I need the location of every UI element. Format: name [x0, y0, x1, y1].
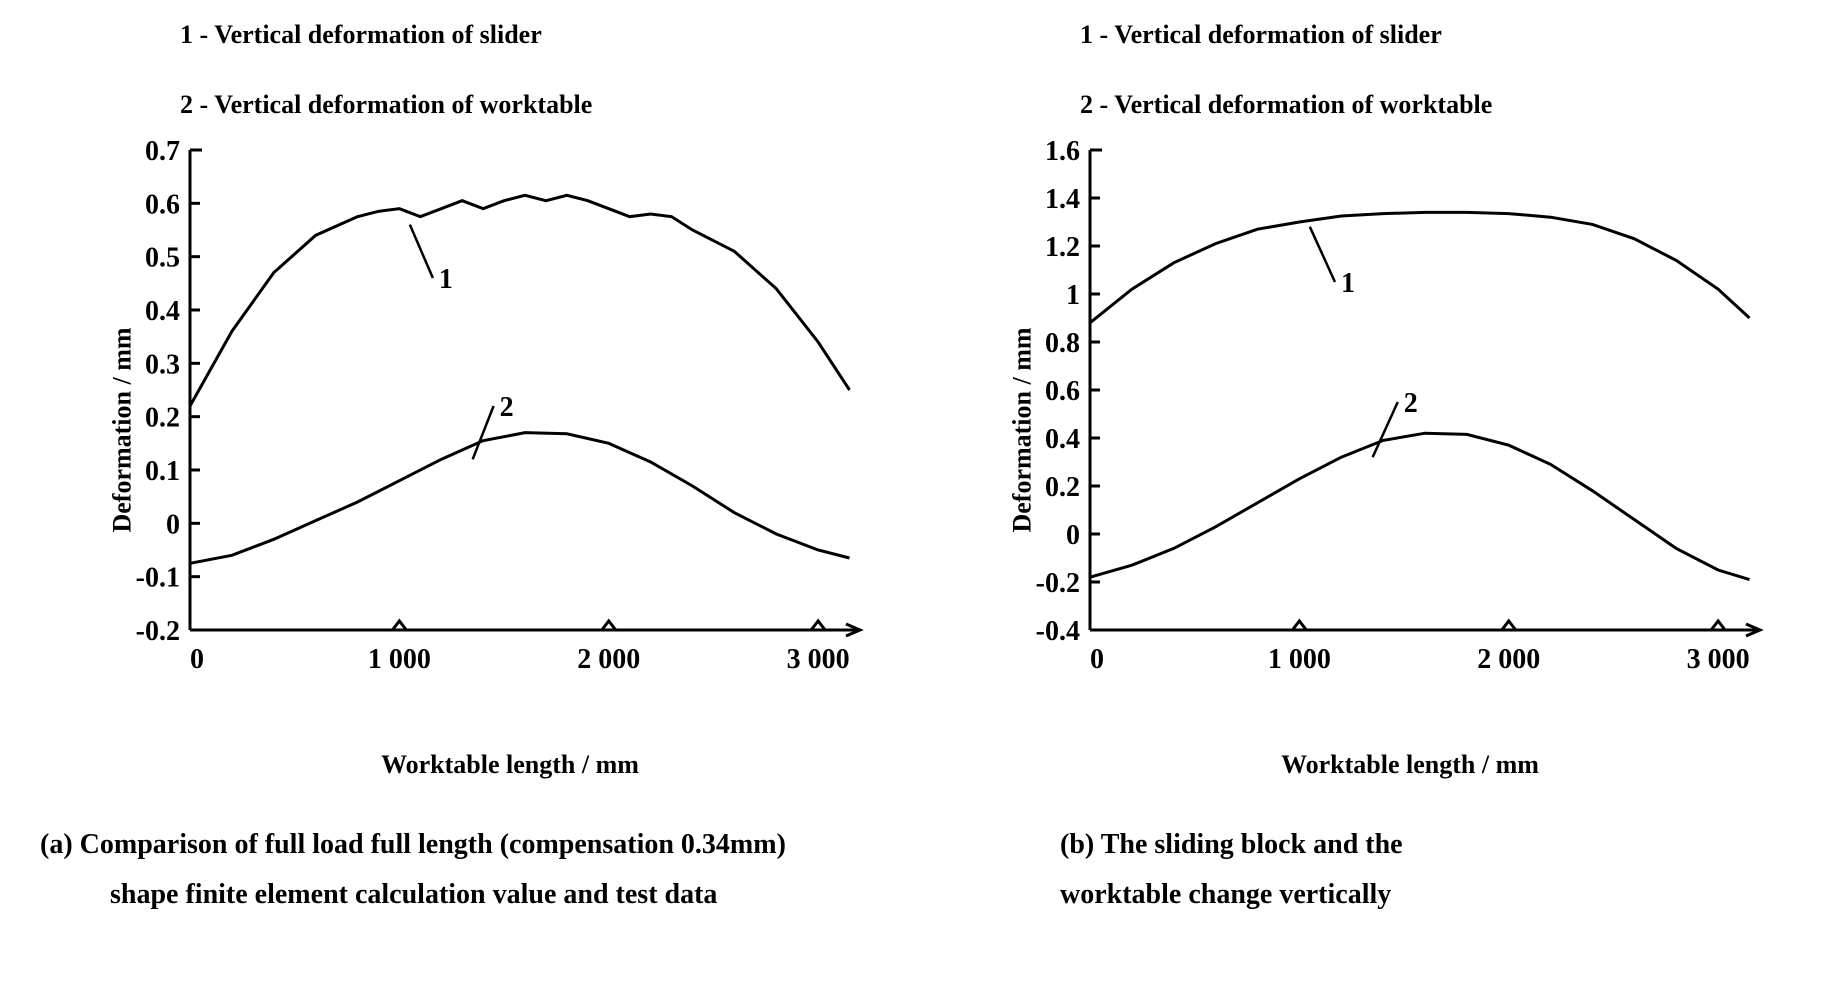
svg-text:1: 1 [439, 264, 453, 295]
svg-text:1.6: 1.6 [1045, 136, 1080, 167]
svg-text:0.7: 0.7 [145, 136, 180, 167]
chart-b: Deformation / mm -0.4 -0.2 0 0.2 0.4 0.6 0.8 1 1… [940, 130, 1800, 730]
svg-text:1.4: 1.4 [1045, 184, 1080, 215]
svg-text:2: 2 [500, 392, 514, 423]
caption-a-line1: (a) Comparison of full load full length … [40, 820, 900, 870]
svg-text:0.3: 0.3 [145, 349, 180, 380]
svg-text:0: 0 [1090, 644, 1104, 675]
caption-a: (a) Comparison of full load full length … [40, 820, 900, 921]
svg-text:0.6: 0.6 [145, 189, 180, 220]
x-axis-label-a: Worktable length / mm [120, 750, 900, 780]
svg-text:1: 1 [1066, 280, 1080, 311]
y-axis-label-a: Deformation / mm [108, 327, 138, 532]
svg-text:0.2: 0.2 [1045, 472, 1080, 503]
svg-text:0.8: 0.8 [1045, 328, 1080, 359]
svg-text:2: 2 [1404, 388, 1418, 419]
svg-text:1: 1 [1341, 268, 1355, 299]
svg-text:0.5: 0.5 [145, 243, 180, 274]
svg-text:0: 0 [190, 644, 204, 675]
svg-text:0.2: 0.2 [145, 403, 180, 434]
svg-text:0.4: 0.4 [1045, 424, 1080, 455]
svg-text:1.2: 1.2 [1045, 232, 1080, 263]
caption-b-line1: (b) The sliding block and the [1060, 820, 1800, 870]
caption-b: (b) The sliding block and the worktable … [1060, 820, 1800, 921]
svg-text:0.1: 0.1 [145, 456, 180, 487]
legend-2-b: 2 - Vertical deformation of worktable [1080, 90, 1800, 120]
legend-1-a: 1 - Vertical deformation of slider [180, 20, 900, 50]
caption-a-line2: shape finite element calculation value a… [110, 870, 900, 920]
svg-text:-0.4: -0.4 [1036, 616, 1080, 647]
x-axis-label-b: Worktable length / mm [1020, 750, 1800, 780]
svg-text:-0.1: -0.1 [136, 563, 180, 594]
svg-text:-0.2: -0.2 [136, 616, 180, 647]
panel-b: 1 - Vertical deformation of slider 2 - V… [940, 20, 1800, 921]
chart-a: Deformation / mm -0.2 -0.1 0 0.1 0.2 0.3 0.4 0.… [40, 130, 900, 730]
svg-text:1 000: 1 000 [368, 644, 431, 675]
svg-text:0: 0 [1066, 520, 1080, 551]
svg-text:2 000: 2 000 [577, 644, 640, 675]
svg-text:-0.2: -0.2 [1036, 568, 1080, 599]
caption-b-line2: worktable change vertically [1060, 870, 1800, 920]
svg-text:3 000: 3 000 [1687, 644, 1750, 675]
panel-a: 1 - Vertical deformation of slider 2 - V… [40, 20, 900, 921]
legend-1-b: 1 - Vertical deformation of slider [1080, 20, 1800, 50]
svg-text:0.4: 0.4 [145, 296, 180, 327]
legend-2-a: 2 - Vertical deformation of worktable [180, 90, 900, 120]
y-axis-label-b: Deformation / mm [1008, 327, 1038, 532]
svg-text:1 000: 1 000 [1268, 644, 1331, 675]
svg-text:0: 0 [166, 509, 180, 540]
svg-text:2 000: 2 000 [1477, 644, 1540, 675]
svg-text:0.6: 0.6 [1045, 376, 1080, 407]
svg-text:3 000: 3 000 [787, 644, 850, 675]
